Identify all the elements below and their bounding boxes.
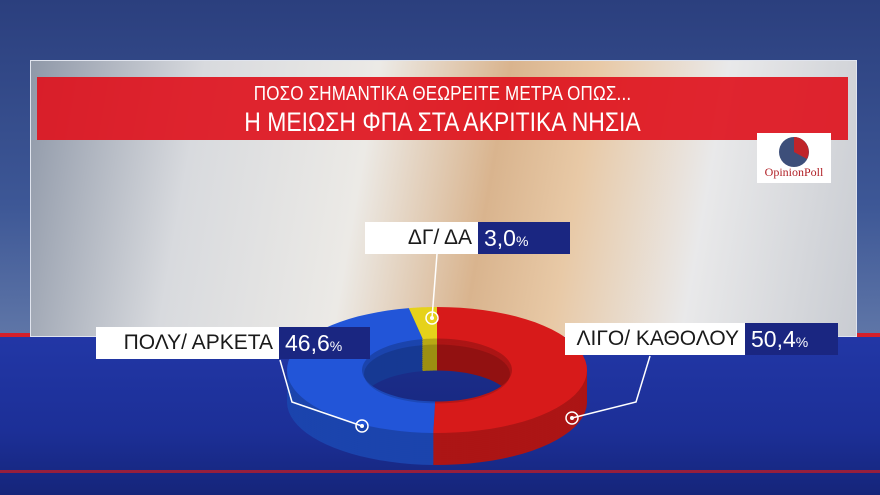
leader-marker-icon bbox=[355, 419, 369, 433]
leader-marker-icon bbox=[565, 411, 579, 425]
value-number: 46,6 bbox=[285, 330, 330, 356]
value-unit: % bbox=[795, 334, 809, 350]
value-unit: % bbox=[329, 338, 343, 354]
label-poly-arketa: ΠΟΛΥ/ ΑΡΚΕΤΑ 46,6% bbox=[96, 327, 370, 359]
label-value: 46,6% bbox=[279, 327, 370, 359]
leader-line bbox=[431, 253, 438, 319]
divider-line bbox=[0, 470, 880, 473]
leader-marker-icon bbox=[425, 311, 439, 325]
value-unit: % bbox=[515, 233, 529, 249]
value-number: 50,4 bbox=[751, 326, 796, 352]
leader-marker-dot bbox=[360, 424, 364, 428]
label-name: ΛΙΓΟ/ ΚΑΘΟΛΟΥ bbox=[565, 323, 745, 355]
donut-slice-2 bbox=[408, 307, 437, 340]
question-text: ΠΟΣΟ ΣΗΜΑΝΤΙΚΑ ΘΕΩΡΕΙΤΕ ΜΕΤΡΑ ΟΠΩΣ... bbox=[253, 83, 632, 105]
opinionpoll-logo: OpinionPoll bbox=[757, 133, 831, 183]
leader-line bbox=[571, 355, 651, 419]
label-value: 50,4% bbox=[745, 323, 838, 355]
value-number: 3,0 bbox=[484, 225, 516, 251]
topic-title: Η ΜΕΙΩΣΗ ΦΠΑ ΣΤΑ ΑΚΡΙΤΙΚΑ ΝΗΣΙΑ bbox=[244, 107, 641, 137]
label-name: ΔΓ/ ΔΑ bbox=[365, 222, 478, 254]
label-ligo-katholou: ΛΙΓΟ/ ΚΑΘΟΛΟΥ 50,4% bbox=[565, 323, 838, 355]
leader-marker-dot bbox=[570, 416, 574, 420]
leader-marker-dot bbox=[430, 316, 434, 320]
label-dg-da: ΔΓ/ ΔΑ 3,0% bbox=[365, 222, 570, 254]
leader-line bbox=[279, 359, 363, 427]
label-value: 3,0% bbox=[478, 222, 570, 254]
title-banner: ΠΟΣΟ ΣΗΜΑΝΤΙΚΑ ΘΕΩΡΕΙΤΕ ΜΕΤΡΑ ΟΠΩΣ... Η … bbox=[37, 77, 848, 140]
logo-circle-icon bbox=[779, 137, 809, 167]
donut-slice-0 bbox=[433, 307, 587, 433]
donut-hole-shadow bbox=[364, 344, 510, 404]
label-name: ΠΟΛΥ/ ΑΡΚΕΤΑ bbox=[96, 327, 279, 359]
